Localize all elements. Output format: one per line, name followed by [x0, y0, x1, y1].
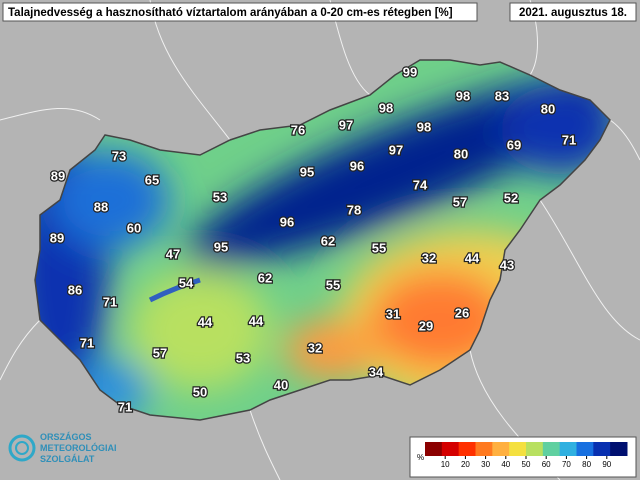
- station-value: 83: [495, 88, 509, 103]
- colorbar-swatch: [425, 442, 443, 456]
- colorbar-swatch: [542, 442, 561, 456]
- colorbar-swatch: [509, 442, 527, 456]
- station-value: 32: [422, 250, 436, 265]
- station-value: 44: [198, 314, 213, 329]
- station-value: 80: [541, 101, 555, 116]
- colorbar-tick-label: 30: [481, 460, 490, 469]
- station-value: 89: [50, 230, 64, 245]
- station-value: 97: [389, 142, 403, 157]
- station-value: 60: [127, 220, 141, 235]
- colorbar-tick-label: 40: [501, 460, 510, 469]
- station-value: 88: [94, 199, 108, 214]
- station-value: 44: [465, 250, 480, 265]
- station-value: 96: [280, 214, 294, 229]
- station-value: 98: [417, 119, 431, 134]
- lake: [148, 277, 201, 303]
- station-value: 98: [456, 88, 470, 103]
- station-value: 55: [372, 240, 386, 255]
- station-labels: 99 98 83 80 98 97 98 76 71 69 80 97 73 95 96 89 65 74 53 52…: [49, 63, 578, 416]
- colorbar-swatch: [475, 442, 493, 456]
- colorbar-tick-label: 60: [542, 460, 551, 469]
- colorbar-swatch: [492, 442, 510, 456]
- station-value: 78: [347, 202, 361, 217]
- station-value: 95: [214, 239, 228, 254]
- station-value: 31: [386, 306, 400, 321]
- colorbar-tick-label: 50: [522, 460, 531, 469]
- station-value: 71: [80, 335, 94, 350]
- colorbar-swatch: [610, 442, 628, 456]
- date-box: [509, 2, 637, 22]
- station-value: 47: [166, 246, 180, 261]
- station-value: 50: [193, 384, 207, 399]
- station-value: 62: [321, 233, 335, 248]
- colorbar-swatch: [593, 442, 611, 456]
- station-value: 53: [236, 350, 250, 365]
- colorbar: % 10 20 30 40 50 60 70 80 90: [417, 442, 628, 469]
- logo: ORSZÁGOS METEOROLÓGIAI SZOLGÁLAT: [8, 432, 117, 464]
- station-value: 57: [153, 345, 167, 360]
- station-value: 71: [562, 132, 576, 147]
- station-value: 95: [300, 164, 314, 179]
- station-value: 52: [504, 190, 518, 205]
- title-box: [2, 2, 478, 22]
- station-value: 80: [454, 146, 468, 161]
- logo-line: ORSZÁGOS: [40, 432, 92, 442]
- station-value: 89: [51, 168, 65, 183]
- station-value: 98: [379, 100, 393, 115]
- logo-line: SZOLGÁLAT: [40, 454, 95, 464]
- station-value: 74: [413, 177, 428, 192]
- station-value: 69: [507, 137, 521, 152]
- station-value: 54: [179, 275, 194, 290]
- colorbar-tick-label: 80: [582, 460, 591, 469]
- colorbar-swatch: [441, 442, 460, 456]
- station-value: 71: [103, 294, 117, 309]
- station-value: 29: [419, 318, 433, 333]
- station-value: 96: [350, 158, 364, 173]
- station-value: 26: [455, 305, 469, 320]
- station-value: 34: [369, 364, 384, 379]
- station-value: 55: [326, 277, 340, 292]
- colorbar-tick-label: 10: [441, 460, 450, 469]
- colorbar-swatch: [559, 442, 577, 456]
- colorbar-swatch: [526, 442, 544, 456]
- logo-line: METEOROLÓGIAI: [40, 442, 117, 453]
- station-value: 76: [291, 122, 305, 137]
- station-value: 71: [118, 399, 132, 414]
- station-value: 40: [274, 377, 288, 392]
- station-value: 99: [403, 64, 417, 79]
- title: Talajnedvesség a hasznosítható víztartal…: [8, 7, 453, 19]
- station-value: 57: [453, 194, 467, 209]
- station-value: 73: [112, 148, 126, 163]
- colorbar-tick-label: 70: [562, 460, 571, 469]
- station-value: 32: [308, 340, 322, 355]
- station-value: 65: [145, 172, 159, 187]
- station-value: 86: [68, 282, 82, 297]
- station-value: 44: [249, 313, 264, 328]
- colorbar-tick-label: 20: [461, 460, 470, 469]
- colorbar-tick-label: 90: [602, 460, 611, 469]
- station-value: 43: [500, 257, 514, 272]
- colorbar-unit: %: [417, 453, 424, 462]
- station-value: 62: [258, 270, 272, 285]
- date: 2021. augusztus 18.: [519, 7, 627, 19]
- colorbar-swatch: [576, 442, 594, 456]
- station-value: 97: [339, 117, 353, 132]
- colorbar-swatch: [458, 442, 476, 456]
- station-value: 53: [213, 189, 227, 204]
